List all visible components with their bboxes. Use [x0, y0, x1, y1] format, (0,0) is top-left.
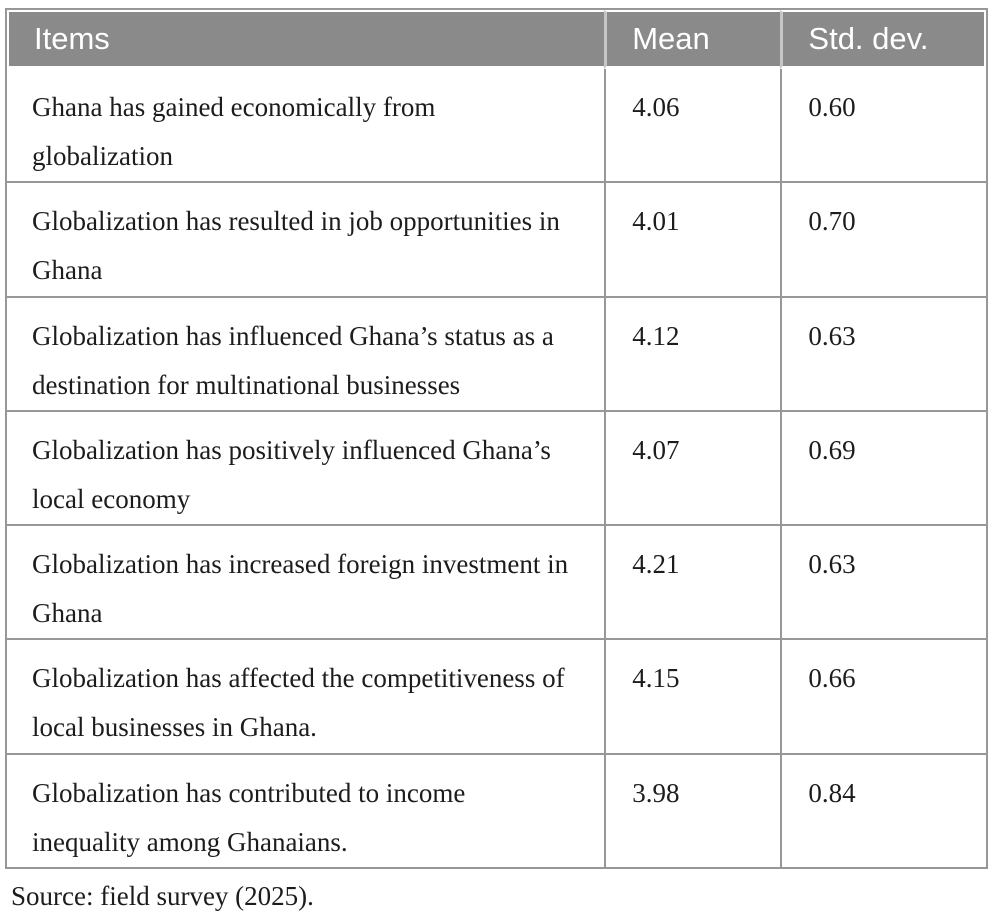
mean-cell: 3.98 [604, 752, 781, 867]
source-note: Source: field survey (2025). [11, 880, 314, 911]
item-cell: Ghana has gained economically from globa… [7, 69, 605, 182]
std-dev-cell: 0.70 [780, 181, 986, 296]
table-row: Globalization has increased foreign inve… [7, 524, 986, 639]
mean-cell: 4.01 [604, 181, 781, 296]
col-header-std-dev: Std. dev. [780, 10, 986, 69]
std-dev-cell: 0.66 [780, 638, 986, 753]
item-cell: Globalization has affected the competiti… [7, 638, 605, 753]
col-header-items: Items [7, 10, 605, 69]
mean-cell: 4.21 [604, 524, 781, 639]
header-row: Items Mean Std. dev. [7, 10, 986, 69]
item-cell: Globalization has positively influenced … [7, 409, 605, 524]
mean-cell: 4.15 [604, 638, 781, 753]
table-header: Items Mean Std. dev. [7, 10, 986, 69]
item-cell: Globalization has increased foreign inve… [7, 524, 605, 639]
table-row: Globalization has resulted in job opport… [7, 181, 986, 296]
std-dev-cell: 0.84 [780, 752, 986, 867]
descriptive-stats-table: Items Mean Std. dev. Ghana has gained ec… [5, 8, 988, 869]
mean-cell: 4.07 [604, 409, 781, 524]
table-row: Ghana has gained economically from globa… [7, 69, 986, 182]
table-row: Globalization has affected the competiti… [7, 638, 986, 753]
table-row: Globalization has influenced Ghana’s sta… [7, 295, 986, 410]
table-row: Globalization has contributed to income … [7, 752, 986, 867]
item-cell: Globalization has contributed to income … [7, 752, 605, 867]
page: Items Mean Std. dev. Ghana has gained ec… [5, 8, 988, 911]
table-row: Globalization has positively influenced … [7, 409, 986, 524]
table-body: Ghana has gained economically from globa… [7, 69, 986, 867]
col-header-mean: Mean [604, 10, 781, 69]
std-dev-cell: 0.60 [780, 69, 986, 182]
std-dev-cell: 0.69 [780, 409, 986, 524]
item-cell: Globalization has influenced Ghana’s sta… [7, 295, 605, 410]
mean-cell: 4.06 [604, 69, 781, 182]
items-mean-std-table: Items Mean Std. dev. Ghana has gained ec… [7, 10, 986, 867]
item-cell: Globalization has resulted in job opport… [7, 181, 605, 296]
mean-cell: 4.12 [604, 295, 781, 410]
std-dev-cell: 0.63 [780, 524, 986, 639]
std-dev-cell: 0.63 [780, 295, 986, 410]
